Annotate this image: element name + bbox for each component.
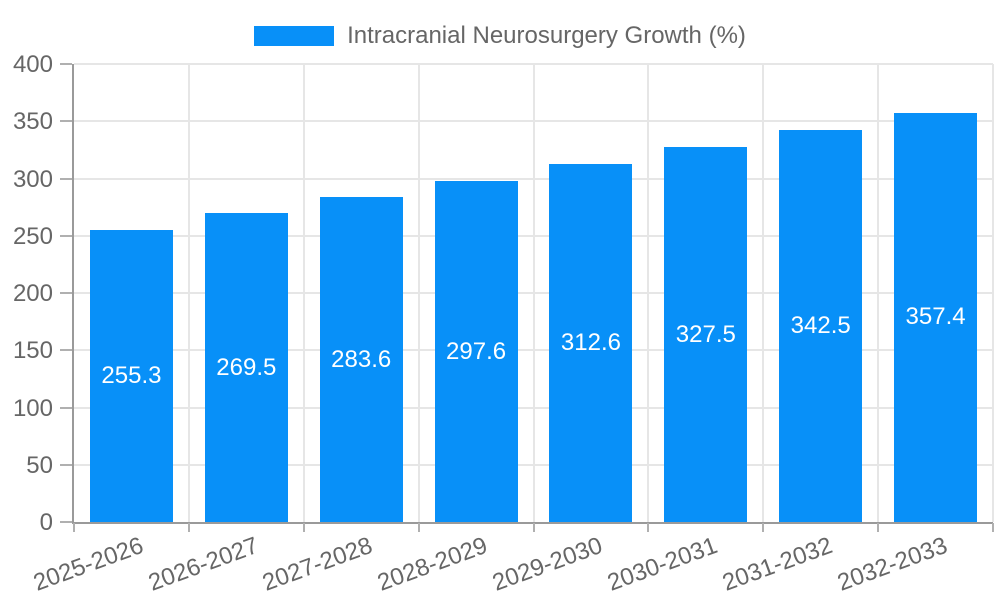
y-tick-mark <box>60 234 72 237</box>
x-axis-tick-label-text: 2029-2030 <box>489 532 607 597</box>
legend-swatch <box>254 26 335 46</box>
x-axis-tick-label-text: 2030-2031 <box>603 532 722 597</box>
y-tick-mark <box>60 177 72 180</box>
bar-value-label: 357.4 <box>905 303 966 331</box>
bar[interactable] <box>319 197 403 522</box>
x-gridline <box>532 64 535 522</box>
y-axis-tick-label: 100 <box>12 394 53 422</box>
x-gridline <box>877 64 880 522</box>
y-axis-tick-label: 50 <box>26 451 53 479</box>
y-tick-mark <box>60 406 72 409</box>
bar-value-label: 327.5 <box>675 320 736 348</box>
x-gridline <box>647 64 650 522</box>
x-axis-tick-label-text: 2032-2033 <box>833 532 951 597</box>
bar-value-label: 342.5 <box>790 311 851 339</box>
bar-value-label: 269.5 <box>216 353 277 381</box>
y-axis-line <box>72 64 74 524</box>
x-gridline <box>187 64 190 522</box>
bar-value-label: 312.6 <box>560 329 621 357</box>
x-gridline <box>992 64 994 522</box>
bar-value-label: 255.3 <box>101 361 162 389</box>
x-axis-tick-label-text: 2027-2028 <box>259 532 377 597</box>
x-axis-tick-label-text: 2025-2026 <box>29 532 147 597</box>
x-tick-mark <box>647 523 650 532</box>
x-gridline <box>417 64 420 522</box>
y-tick-mark <box>60 120 72 123</box>
y-axis-tick-label: 200 <box>12 280 53 307</box>
x-gridline <box>302 64 305 522</box>
bar[interactable] <box>549 164 633 522</box>
x-tick-mark <box>73 523 75 532</box>
y-axis-tick-label: 0 <box>39 509 53 536</box>
bar[interactable] <box>779 129 863 522</box>
y-tick-mark <box>60 63 72 65</box>
y-axis-tick-label: 250 <box>12 222 53 250</box>
bar-value-label: 297.6 <box>446 337 507 365</box>
bar[interactable] <box>894 112 978 522</box>
x-gridline <box>762 64 765 522</box>
x-tick-mark <box>992 523 994 532</box>
y-tick-mark <box>60 521 72 523</box>
bar[interactable] <box>434 181 518 522</box>
x-axis-tick-label-text: 2028-2029 <box>374 532 492 597</box>
x-tick-mark <box>302 523 305 532</box>
y-axis-tick-label: 400 <box>12 51 53 78</box>
y-axis-tick-label: 300 <box>12 165 53 193</box>
y-tick-mark <box>60 463 72 466</box>
x-axis-tick-label-text: 2031-2032 <box>718 532 836 597</box>
chart-legend[interactable]: Intracranial Neurosurgery Growth (%) <box>0 24 1000 48</box>
y-tick-mark <box>60 349 72 352</box>
y-axis-tick-label: 150 <box>12 337 53 365</box>
bar[interactable] <box>664 147 748 522</box>
x-tick-mark <box>762 523 765 532</box>
x-tick-mark <box>877 523 880 532</box>
y-axis-tick-label: 350 <box>12 108 53 136</box>
x-tick-mark <box>532 523 535 532</box>
plot-area: 0 50 100 150 200 250 300 350 400 255.3 2025-2026 26… <box>13 51 994 597</box>
bar[interactable] <box>204 213 288 522</box>
x-tick-mark <box>187 523 190 532</box>
bar-value-label: 283.6 <box>331 345 392 373</box>
y-tick-mark <box>60 292 72 294</box>
x-axis-tick-label-text: 2026-2027 <box>144 532 262 597</box>
x-tick-mark <box>417 523 420 532</box>
bar[interactable] <box>89 229 173 522</box>
legend-label: Intracranial Neurosurgery Growth (%) <box>347 22 746 49</box>
